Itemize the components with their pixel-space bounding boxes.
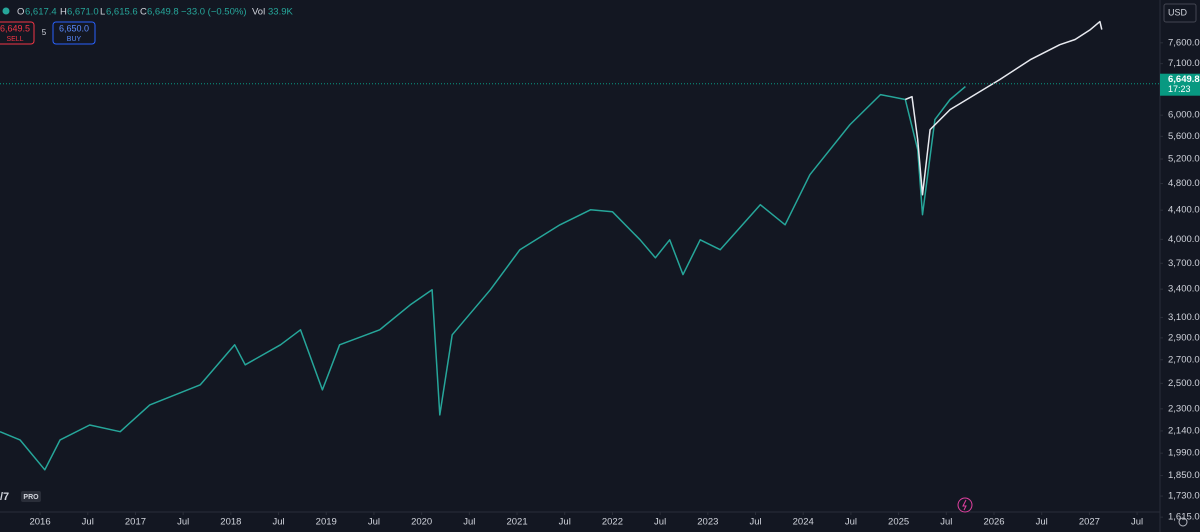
x-tick-label: Jul bbox=[749, 517, 761, 528]
quantity[interactable]: 5 bbox=[42, 28, 47, 37]
close-value: 6,649.8 bbox=[147, 7, 179, 18]
x-tick-label: 2022 bbox=[602, 517, 623, 528]
x-tick-label: Jul bbox=[940, 517, 952, 528]
y-tick-label: 5,200.0 bbox=[1168, 154, 1200, 165]
close-label: C bbox=[140, 7, 147, 18]
y-tick-label: 1,990.0 bbox=[1168, 448, 1200, 459]
countdown: 17:23 bbox=[1168, 84, 1191, 94]
event-icon[interactable] bbox=[957, 497, 973, 513]
high-value: 6,671.0 bbox=[67, 7, 99, 18]
high-label: H bbox=[60, 7, 67, 18]
x-tick-label: 2023 bbox=[697, 517, 718, 528]
low-label: L bbox=[100, 7, 105, 18]
y-tick-label: 3,100.0 bbox=[1168, 312, 1200, 323]
x-tick-label: Jul bbox=[463, 517, 475, 528]
x-tick-label: Jul bbox=[559, 517, 571, 528]
settings-icon[interactable] bbox=[1178, 517, 1188, 527]
change-value: −33.0 (−0.50%) bbox=[181, 7, 247, 18]
logo-badge: PRO bbox=[23, 494, 39, 501]
logo-badge-box bbox=[21, 491, 41, 502]
y-tick-label: 3,400.0 bbox=[1168, 284, 1200, 295]
y-tick-label: 1,615.0 bbox=[1168, 512, 1200, 523]
volume-value: 33.9K bbox=[268, 7, 293, 18]
x-tick-label: 2016 bbox=[29, 517, 50, 528]
x-tick-label: Jul bbox=[82, 517, 94, 528]
y-tick-label: 5,600.0 bbox=[1168, 131, 1200, 142]
event-icon-bolt bbox=[962, 499, 967, 511]
x-tick-label: 2026 bbox=[983, 517, 1004, 528]
buy-price[interactable]: 6,650.0 bbox=[59, 23, 89, 33]
x-tick-label: 2025 bbox=[888, 517, 909, 528]
x-tick-label: Jul bbox=[368, 517, 380, 528]
sell-price[interactable]: 6,649.5 bbox=[0, 23, 30, 33]
x-tick-label: 2018 bbox=[220, 517, 241, 528]
buy-label[interactable]: BUY bbox=[67, 36, 82, 43]
x-tick-label: Jul bbox=[177, 517, 189, 528]
last-price-label: 6,649.8 bbox=[1168, 74, 1200, 85]
y-tick-label: 7,600.0 bbox=[1168, 37, 1200, 48]
currency[interactable]: USD bbox=[1168, 7, 1188, 17]
x-tick-label: Jul bbox=[1036, 517, 1048, 528]
x-tick-label: 2020 bbox=[411, 517, 432, 528]
y-tick-label: 1,850.0 bbox=[1168, 470, 1200, 481]
status-dot bbox=[2, 7, 10, 15]
y-tick-label: 4,400.0 bbox=[1168, 205, 1200, 216]
last-price-box bbox=[1160, 73, 1200, 96]
x-tick-label: Jul bbox=[845, 517, 857, 528]
buy-button[interactable] bbox=[52, 21, 96, 45]
y-tick-label: 7,100.0 bbox=[1168, 58, 1200, 69]
plot-area bbox=[0, 20, 1160, 471]
sell-label[interactable]: SELL bbox=[6, 36, 23, 43]
x-tick-label: Jul bbox=[1131, 517, 1143, 528]
x-tick-label: Jul bbox=[272, 517, 284, 528]
volume-label: Vol bbox=[252, 7, 265, 18]
sell-button[interactable] bbox=[0, 21, 35, 45]
price-line bbox=[0, 86, 966, 471]
y-tick-label: 2,700.0 bbox=[1168, 354, 1200, 365]
y-tick-label: 3,700.0 bbox=[1168, 258, 1200, 269]
x-tick-label: 2017 bbox=[125, 517, 146, 528]
y-tick-label: 4,000.0 bbox=[1168, 234, 1200, 245]
x-tick-label: 2021 bbox=[506, 517, 527, 528]
y-tick-label: 1,730.0 bbox=[1168, 491, 1200, 502]
currency-button[interactable] bbox=[1163, 3, 1197, 23]
x-tick-label: 2027 bbox=[1079, 517, 1100, 528]
open-label: O bbox=[17, 7, 24, 18]
y-tick-label: 2,300.0 bbox=[1168, 403, 1200, 414]
x-tick-label: 2019 bbox=[316, 517, 337, 528]
y-tick-label: 4,800.0 bbox=[1168, 178, 1200, 189]
y-tick-label: 2,900.0 bbox=[1168, 332, 1200, 343]
y-tick-label: 2,140.0 bbox=[1168, 425, 1200, 436]
low-value: 6,615.6 bbox=[106, 7, 138, 18]
y-tick-label: 2,500.0 bbox=[1168, 378, 1200, 389]
x-tick-label: 2024 bbox=[793, 517, 814, 528]
logo: /7 bbox=[0, 491, 9, 503]
y-tick-label: 6,000.0 bbox=[1168, 110, 1200, 121]
open-value: 6,617.4 bbox=[25, 7, 57, 18]
price-line bbox=[905, 20, 1103, 196]
x-tick-label: Jul bbox=[654, 517, 666, 528]
